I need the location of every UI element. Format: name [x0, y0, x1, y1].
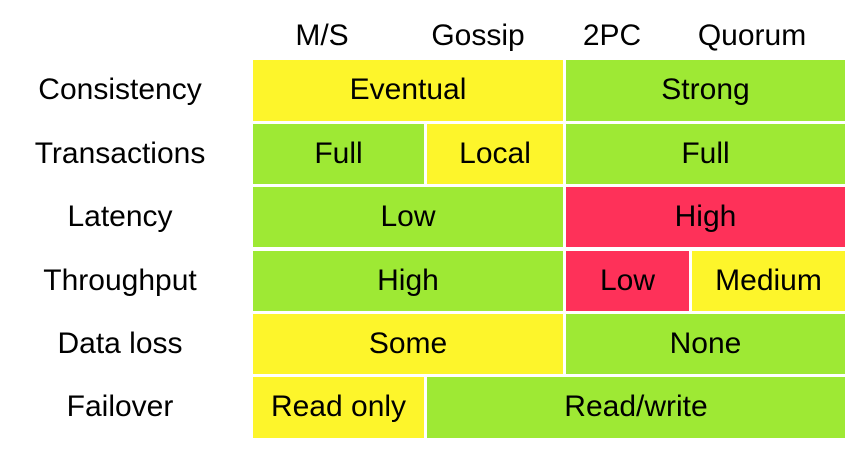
- row-label: Data loss: [57, 326, 183, 360]
- table-cell: Medium: [692, 250, 845, 311]
- row-label: Consistency: [38, 73, 202, 106]
- row-label: Transactions: [34, 136, 206, 170]
- table-cell: Strong: [566, 60, 845, 121]
- table-cell: Full: [253, 123, 424, 184]
- table-cell: High: [566, 186, 845, 247]
- table-cell: None: [566, 313, 845, 374]
- table-cell: Eventual: [253, 60, 563, 121]
- column-header: Quorum: [697, 19, 807, 52]
- column-header: 2PC: [582, 19, 642, 52]
- column-header: M/S: [295, 19, 349, 52]
- table-cell: High: [253, 250, 563, 311]
- column-header: Gossip: [431, 19, 525, 52]
- row-label: Latency: [67, 199, 173, 233]
- table-cell: Low: [566, 250, 689, 311]
- table-cell: Read/write: [427, 377, 845, 438]
- table-cell: Full: [566, 123, 845, 184]
- row-label: Failover: [66, 390, 174, 423]
- table-cell: Some: [253, 313, 563, 374]
- table-cell: Read only: [253, 377, 424, 438]
- row-label: Throughput: [43, 263, 197, 297]
- table-cell: Local: [427, 123, 563, 184]
- table-cell: Low: [253, 186, 563, 247]
